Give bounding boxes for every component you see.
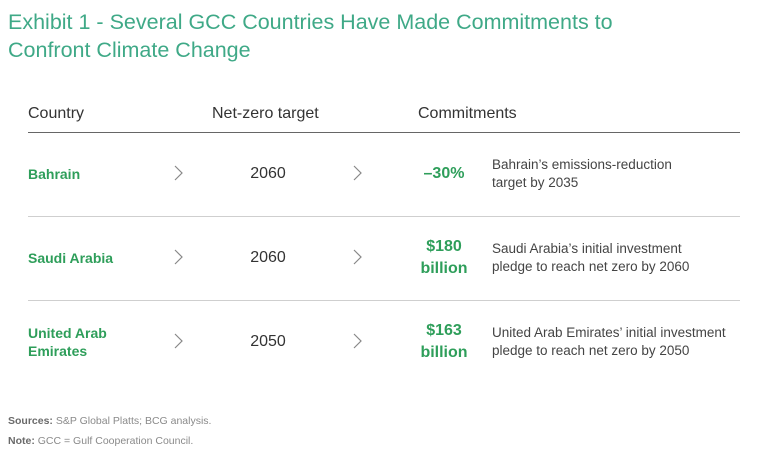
commitment-amount-line: billion xyxy=(420,260,468,277)
exhibit-title: Exhibit 1 - Several GCC Countries Have M… xyxy=(8,8,748,64)
exhibit-title-line-1: Exhibit 1 - Several GCC Countries Have M… xyxy=(8,10,613,34)
commitment-amount: –30% xyxy=(406,132,482,216)
note-label: Note: xyxy=(8,435,35,447)
net-zero-target: 2060 xyxy=(250,165,286,182)
chevron-right-icon xyxy=(353,249,363,265)
country-name-line: Emirates xyxy=(28,343,88,359)
country-name: United Arab Emirates xyxy=(28,300,158,384)
chevron-right-icon xyxy=(353,333,363,349)
sources-label: Sources: xyxy=(8,415,53,427)
commitment-description: Bahrain’s emissions-reduction target by … xyxy=(492,132,744,216)
table-row: Saudi Arabia 2060 $180 billion Saudi Ara… xyxy=(28,216,740,301)
table-row: Bahrain 2060 –30% Bahrain’s emissions-re… xyxy=(28,132,740,217)
commitment-amount: $163 billion xyxy=(406,300,482,384)
column-header-country: Country xyxy=(28,105,85,122)
commitment-amount: $180 billion xyxy=(406,216,482,300)
commitment-description-line: pledge to reach net zero by 2060 xyxy=(492,259,690,274)
chevron-right-icon xyxy=(174,249,184,265)
column-header-net-zero-target: Net-zero target xyxy=(212,105,319,122)
commitment-amount-line: $180 xyxy=(426,238,462,255)
sources-text: S&P Global Platts; BCG analysis. xyxy=(52,415,212,427)
chevron-right-icon xyxy=(174,165,184,181)
chevron-right-icon xyxy=(174,333,184,349)
country-name-line: United Arab xyxy=(28,325,107,341)
note-text: GCC = Gulf Cooperation Council. xyxy=(34,435,194,447)
net-zero-target: 2050 xyxy=(250,333,286,350)
commitment-amount-line: billion xyxy=(420,344,468,361)
chevron-right-icon xyxy=(353,165,363,181)
commitment-description-line: pledge to reach net zero by 2050 xyxy=(492,343,690,358)
net-zero-target: 2060 xyxy=(250,249,286,266)
commitment-description-line: Bahrain’s emissions-reduction xyxy=(492,157,672,172)
commitment-description: United Arab Emirates’ initial investment… xyxy=(492,300,744,384)
commitment-amount-line: $163 xyxy=(426,322,462,339)
exhibit-title-line-2: Confront Climate Change xyxy=(8,38,251,62)
country-name: Saudi Arabia xyxy=(28,216,158,300)
commitment-description: Saudi Arabia’s initial investment pledge… xyxy=(492,216,744,300)
commitment-description-line: Saudi Arabia’s initial investment xyxy=(492,241,682,256)
country-name-line: Saudi Arabia xyxy=(28,250,114,266)
country-name-line: Bahrain xyxy=(28,166,81,182)
country-name: Bahrain xyxy=(28,132,158,216)
footnote: Note: GCC = Gulf Cooperation Council. xyxy=(8,435,193,447)
column-header-commitments: Commitments xyxy=(418,105,517,122)
table-header: Country Net-zero target Commitments xyxy=(28,104,740,133)
commitment-amount-line: –30% xyxy=(423,165,465,182)
commitment-description-line: target by 2035 xyxy=(492,175,579,190)
table-row: United Arab Emirates 2050 $163 billion U… xyxy=(28,300,740,384)
sources-note: Sources: S&P Global Platts; BCG analysis… xyxy=(8,415,211,427)
commitment-description-line: United Arab Emirates’ initial investment xyxy=(492,325,726,340)
